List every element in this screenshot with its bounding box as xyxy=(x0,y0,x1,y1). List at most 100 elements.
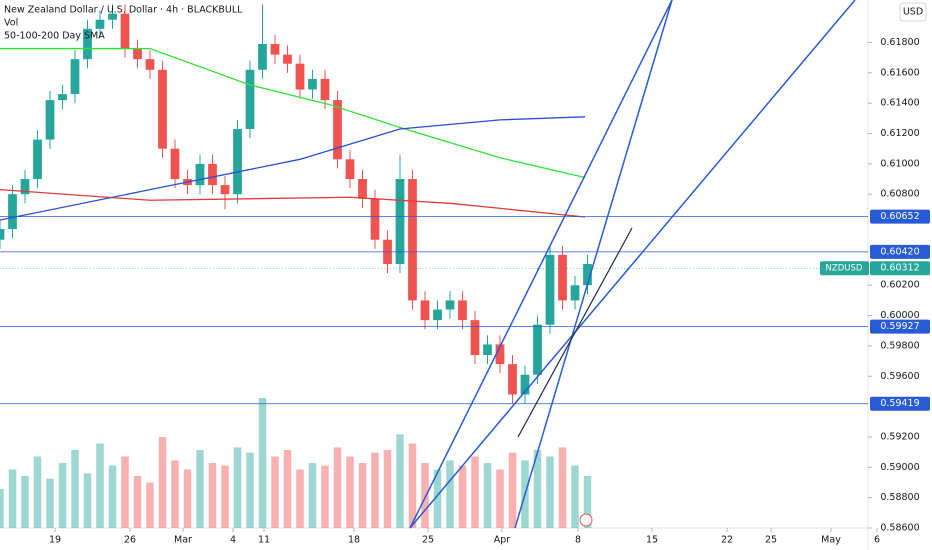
x-tick-label: 25 xyxy=(765,535,777,546)
y-tick-label: 0.61600 xyxy=(880,67,919,78)
y-tick-label: 0.58800 xyxy=(880,492,919,503)
candle-body xyxy=(358,179,367,199)
y-tick-label: 0.61800 xyxy=(880,37,919,48)
candle-body xyxy=(495,344,505,365)
candle-body xyxy=(420,300,430,321)
volume-bar xyxy=(346,456,354,528)
y-tick-label: 0.61200 xyxy=(880,128,919,139)
trend-line[interactable] xyxy=(514,0,673,529)
candle-body xyxy=(145,59,155,70)
volume-bar xyxy=(421,463,429,528)
volume-bar xyxy=(196,450,204,528)
candle-body xyxy=(133,48,142,60)
candle-body xyxy=(208,163,217,186)
trend-line[interactable] xyxy=(409,0,856,529)
volume-bar xyxy=(458,465,467,528)
candle-body xyxy=(45,100,55,140)
symbol-label: NZDUSD xyxy=(826,264,863,274)
volume-bar xyxy=(383,450,392,528)
price-line-label: 0.60420 xyxy=(880,246,919,257)
volume-bar xyxy=(21,476,29,528)
volume-bar xyxy=(246,452,254,528)
candle-body xyxy=(120,13,130,49)
volume-bar xyxy=(233,447,242,528)
volume-bar xyxy=(508,452,517,528)
volume-bar xyxy=(546,456,554,528)
x-tick-label: 11 xyxy=(258,535,270,546)
volume-label: Vol xyxy=(4,18,18,29)
y-tick-label: 0.60800 xyxy=(880,189,919,200)
currency-box[interactable] xyxy=(899,2,927,22)
candle-body xyxy=(220,185,230,195)
alert-icon[interactable] xyxy=(579,513,593,527)
sma-line xyxy=(0,189,586,218)
candle-body xyxy=(283,54,292,64)
candle-body xyxy=(0,229,5,240)
x-tick-label: 26 xyxy=(124,535,136,546)
volume-bar xyxy=(183,469,192,528)
volume-bar xyxy=(271,456,279,528)
volume-bar xyxy=(433,469,442,528)
volume-bar xyxy=(583,476,592,528)
candle-body xyxy=(195,163,205,186)
volume-bar xyxy=(371,452,379,528)
x-tick-label: 8 xyxy=(575,535,581,546)
volume-bar xyxy=(133,476,142,528)
volume-bar xyxy=(146,482,154,528)
candle-body xyxy=(395,179,405,264)
candle-body xyxy=(345,159,355,180)
candle-body xyxy=(245,69,255,129)
y-tick-label: 0.59800 xyxy=(880,340,919,351)
volume-bar xyxy=(446,460,454,528)
volume-bar xyxy=(46,478,54,528)
volume-bar xyxy=(58,463,67,528)
symbol-tag xyxy=(820,261,869,276)
candle-body xyxy=(20,179,30,195)
price-line-tag xyxy=(870,319,930,334)
x-tick-label: Apr xyxy=(494,535,511,546)
volume-bar xyxy=(408,443,417,528)
x-tick-label: 4 xyxy=(230,535,236,546)
volume-bar xyxy=(533,450,542,528)
sma-line xyxy=(0,47,586,179)
x-tick-label: May xyxy=(821,535,841,546)
candle-body xyxy=(320,78,330,101)
price-line-label: 0.59927 xyxy=(880,321,919,332)
candle-body xyxy=(8,194,17,230)
candle-body xyxy=(170,148,180,180)
y-tick-label: 0.61000 xyxy=(880,158,919,169)
x-tick-label: 15 xyxy=(646,535,658,546)
price-line-tag xyxy=(870,396,930,411)
y-tick-label: 0.58600 xyxy=(880,523,919,534)
candle-body xyxy=(270,44,280,55)
volume-bar xyxy=(558,447,567,528)
volume-bar xyxy=(158,437,167,528)
indicator-label: 50-100-200 Day SMA xyxy=(4,31,105,42)
plot xyxy=(0,4,868,528)
y-tick-label: 0.60000 xyxy=(880,310,919,321)
candle-body xyxy=(370,198,380,240)
candle-body xyxy=(158,69,167,149)
candle-body xyxy=(545,254,555,325)
volume-bar xyxy=(8,469,17,528)
y-tick-label: 0.61400 xyxy=(880,98,919,109)
price-line-tag xyxy=(870,209,930,224)
chart-title: New Zealand Dollar / U.S. Dollar · 4h · … xyxy=(4,5,243,16)
volume-bar xyxy=(483,463,492,528)
x-tick-label: 18 xyxy=(348,535,360,546)
y-tick-label: 0.59200 xyxy=(880,431,919,442)
candle-body xyxy=(308,78,317,90)
volume-bar xyxy=(283,450,292,528)
candle-body xyxy=(508,364,517,395)
price-line-label: 0.59419 xyxy=(880,398,919,409)
volume-bar xyxy=(221,465,229,528)
volume-bar xyxy=(308,463,317,528)
volume-bar xyxy=(71,450,79,528)
volume-bar xyxy=(396,434,404,528)
trend-line[interactable] xyxy=(517,227,633,438)
candle-body xyxy=(558,254,567,301)
candle-body xyxy=(533,324,542,375)
candle-body xyxy=(520,374,530,395)
candle-body xyxy=(433,309,442,321)
trend-line[interactable] xyxy=(409,0,673,529)
